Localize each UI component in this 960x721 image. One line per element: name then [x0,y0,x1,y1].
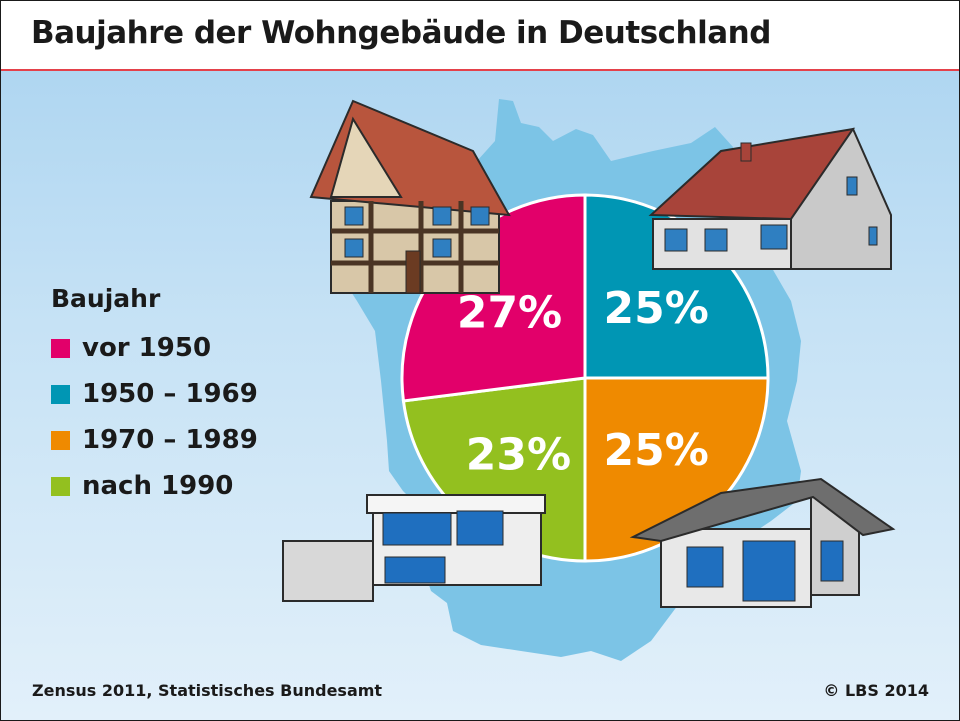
modern-house-illustration [282,494,546,602]
half-timbered-house-illustration [309,99,511,294]
slice-value-label: 25% [604,283,709,334]
header: Baujahre der Wohngebäude in Deutschland [1,1,959,71]
pie-chart: 25% 25% 23% 27% [400,193,770,563]
slice-value-label: 27% [457,287,562,338]
gable-house-illustration [648,127,892,270]
legend-item-1950-1969: 1950 – 1969 [51,371,258,417]
legend-label: 1970 – 1989 [82,425,258,455]
slice-value-label: 23% [466,429,571,480]
legend-swatch [51,430,70,450]
legend-swatch [51,338,70,358]
copyright-note: © LBS 2014 [823,681,929,700]
legend-swatch [51,384,70,404]
legend-label: vor 1950 [82,333,212,363]
chart-title: Baujahre der Wohngebäude in Deutschland [31,15,771,51]
legend-item-1970-1989: 1970 – 1989 [51,417,258,463]
source-note: Zensus 2011, Statistisches Bundesamt [32,681,383,700]
legend-swatch [51,476,70,496]
modern-gable-house-illustration [629,477,896,608]
legend-item-vor-1950: vor 1950 [51,325,258,371]
legend-label: nach 1990 [82,471,234,501]
legend-title: Baujahr [51,284,161,313]
legend-label: 1950 – 1969 [82,379,258,409]
legend: Baujahr vor 1950 1950 – 1969 1970 – 1989… [51,284,258,509]
legend-item-nach-1990: nach 1990 [51,463,258,509]
slice-value-label: 25% [604,425,709,476]
